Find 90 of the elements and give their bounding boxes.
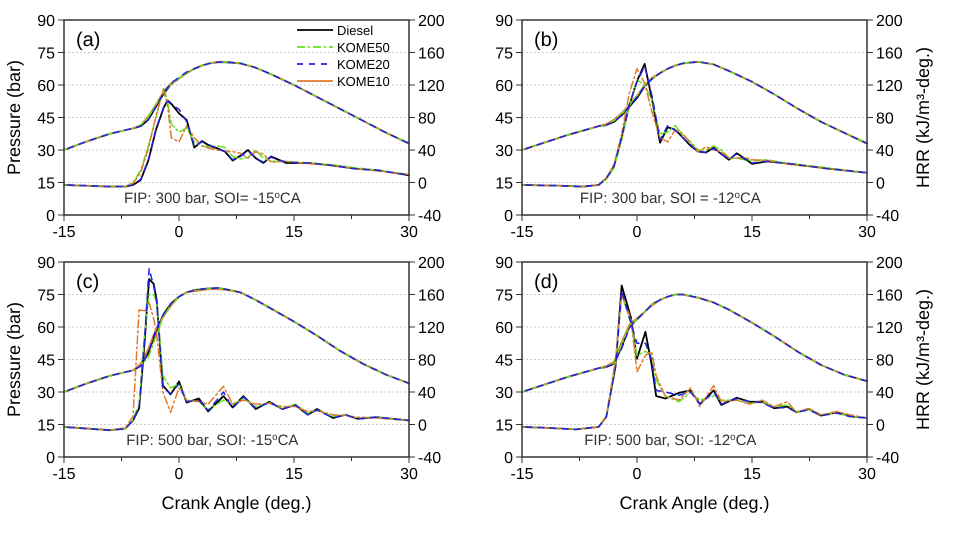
x-tick-label: -15 [510,224,534,241]
x-tick-label: 0 [632,466,642,483]
x-tick-label: 0 [174,224,184,241]
y-tick-label: 60 [495,320,514,337]
annotation: FIP: 300 bar, SOI= -15$^{o}$CA [124,190,301,207]
y2-tick-label: 80 [418,352,436,370]
y2-tick-label: 0 [418,176,427,192]
y2-tick-label: 160 [418,288,445,304]
y2-tick-label: -40 [876,208,900,225]
annotation: FIP: 500 bar, SOI: -12$^{o}$CA [584,432,756,449]
y-tick-label: 45 [495,352,514,370]
y2-tick-label: 200 [418,255,445,272]
y2-tick-label: -40 [876,450,900,467]
y-tick-label: 90 [37,13,56,30]
y2-tick-label: 80 [418,110,436,128]
x-axis-title: Crank Angle (deg.) [619,493,770,513]
y2-tick-label: 0 [876,176,885,192]
legend-label: Diesel [337,23,374,38]
y2-tick-label: 80 [876,352,894,370]
chart-title: (d) [534,271,558,293]
y-tick-label: 45 [37,110,56,128]
y-tick-label: 30 [495,143,514,160]
y-tick-label: 60 [495,78,514,95]
y2-axis-title: HRR (kJ/m³-deg.) [913,46,933,188]
y2-tick-label: 0 [876,418,885,434]
y-tick-label: 90 [495,13,514,30]
legend-label: KOME50 [337,40,390,55]
y2-tick-label: 40 [876,143,894,160]
y-tick-label: 0 [46,208,56,225]
legend-label: KOME20 [337,57,390,72]
x-tick-label: 15 [285,224,303,241]
y2-tick-label: 0 [418,418,427,434]
annotation: FIP: 300 bar, SOI = -12$^{o}$CA [580,190,761,207]
y2-tick-label: 120 [876,320,903,337]
chart-title: (a) [76,29,100,51]
y-tick-label: 75 [495,288,514,304]
x-axis-title: Crank Angle (deg.) [161,493,312,513]
y2-tick-label: 40 [418,385,436,402]
y-tick-label: 30 [495,385,514,402]
y-tick-label: 30 [37,143,56,160]
chart-title: (b) [534,29,558,51]
y2-tick-label: 120 [876,78,903,95]
x-tick-label: 30 [858,466,876,483]
y-tick-label: 60 [37,320,56,337]
y-tick-label: 90 [37,255,56,272]
x-tick-label: -15 [510,466,534,483]
y2-axis-title: HRR (kJ/m³-deg.) [913,288,933,430]
y-tick-label: 15 [495,418,514,434]
x-tick-label: 15 [743,224,761,241]
y2-tick-label: 160 [876,46,903,62]
x-tick-label: 0 [174,466,184,483]
y-tick-label: 75 [37,46,56,62]
y2-tick-label: 120 [418,320,445,337]
x-tick-label: 30 [400,224,418,241]
y2-tick-label: 200 [876,13,903,30]
y-tick-label: 15 [37,176,56,192]
y2-tick-label: 160 [418,46,445,62]
y-tick-label: 0 [504,450,514,467]
y-axis-title: Pressure (bar) [4,60,24,176]
y-tick-label: 30 [37,385,56,402]
y2-tick-label: -40 [418,208,442,225]
y2-tick-label: 200 [418,13,445,30]
x-tick-label: 0 [632,224,642,241]
x-tick-label: 15 [743,466,761,483]
legend-label: KOME10 [337,74,390,89]
y-tick-label: 15 [37,418,56,434]
y2-tick-label: 120 [418,78,445,95]
y-tick-label: 75 [37,288,56,304]
y2-tick-label: 40 [876,385,894,402]
x-tick-label: 15 [285,466,303,483]
y-tick-label: 0 [46,450,56,467]
y-tick-label: 45 [495,110,514,128]
y-tick-label: 60 [37,78,56,95]
y-tick-label: 75 [495,46,514,62]
y2-tick-label: 200 [876,255,903,272]
y-tick-label: 45 [37,352,56,370]
x-tick-label: -15 [52,466,76,483]
chart-title: (c) [76,271,100,293]
annotation: FIP: 500 bar, SOI: -15$^{o}$CA [126,432,298,449]
x-tick-label: 30 [400,466,418,483]
y-tick-label: 15 [495,176,514,192]
y-tick-label: 90 [495,255,514,272]
y2-tick-label: 40 [418,143,436,160]
y2-tick-label: 80 [876,110,894,128]
x-tick-label: 30 [858,224,876,241]
y-tick-label: 0 [504,208,514,225]
x-tick-label: -15 [52,224,76,241]
y2-tick-label: 160 [876,288,903,304]
y-axis-title: Pressure (bar) [4,302,24,418]
y2-tick-label: -40 [418,450,442,467]
